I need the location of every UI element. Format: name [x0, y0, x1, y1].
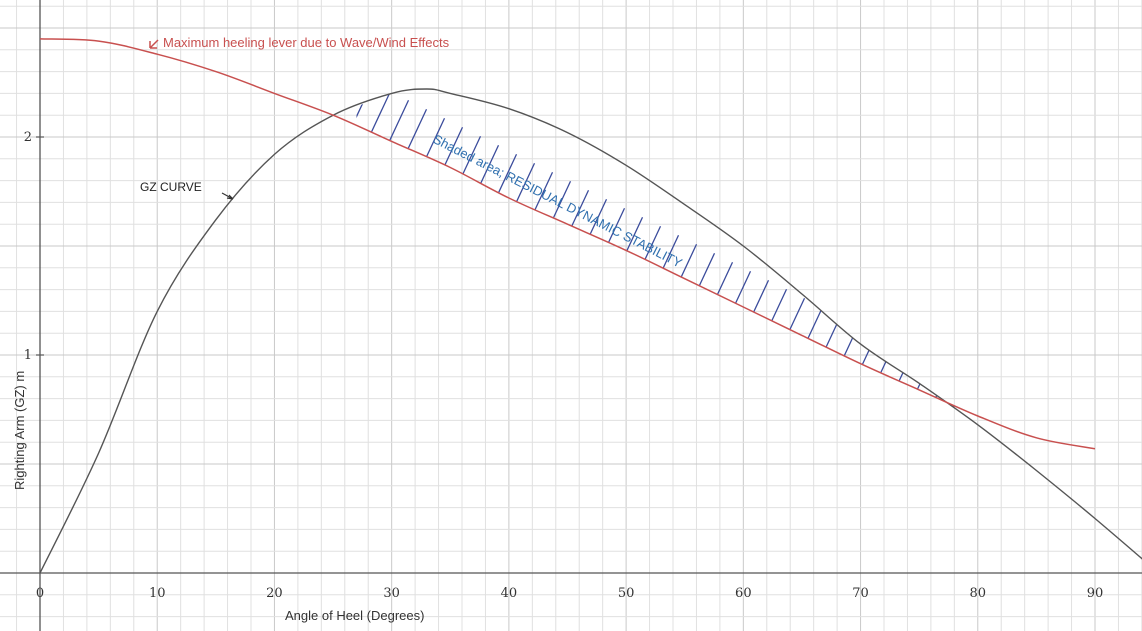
hatch-line	[975, 397, 1003, 457]
y-axis-label: Righting Arm (GZ) m	[12, 371, 27, 490]
heeling-annotation-arrow	[149, 39, 159, 49]
gz-annotation-arrow	[221, 192, 234, 200]
y-tick-label: 2	[24, 130, 32, 145]
hatch-line	[993, 406, 1021, 466]
hatch-line	[397, 108, 428, 170]
hatch-line	[811, 315, 842, 377]
residual-stability-annotation: Shaded area; RESIDUAL DYNAMIC STABILITY	[431, 131, 685, 270]
heeling-lever-line	[39, 38, 1096, 450]
y-tick-label: 1	[24, 348, 32, 363]
hatch-line	[379, 99, 410, 161]
hatch-line	[361, 90, 392, 152]
hatch-line	[955, 387, 967, 417]
heeling-lever-annotation: Maximum heeling lever due to Wave/Wind E…	[163, 35, 450, 50]
hatch-line	[327, 73, 355, 133]
gz-curve-line	[39, 88, 1142, 574]
x-tick-label: 20	[266, 586, 283, 601]
x-tick-label: 70	[852, 586, 869, 601]
hatch-line	[793, 306, 824, 368]
gz-curve-annotation: GZ CURVE	[140, 180, 202, 194]
x-axis-label: Angle of Heel (Degrees)	[285, 608, 424, 623]
tick-labels: 0 10 20 30 40 50 60 70 80 90 1 2	[24, 130, 1104, 601]
hatch-line	[757, 288, 788, 350]
x-tick-label: 50	[618, 586, 635, 601]
hatch-line	[703, 261, 734, 323]
hatch-line	[901, 360, 932, 417]
hatch-line	[883, 351, 914, 413]
x-tick-label: 60	[735, 586, 752, 601]
hatch-line	[721, 270, 752, 332]
series-lines	[39, 38, 1142, 574]
hatch-line	[685, 252, 716, 314]
x-tick-label: 80	[970, 586, 987, 601]
x-tick-label: 0	[36, 586, 44, 601]
x-tick-label: 30	[383, 586, 400, 601]
x-tick-label: 90	[1087, 586, 1104, 601]
x-tick-label: 10	[149, 586, 166, 601]
x-tick-label: 40	[501, 586, 518, 601]
